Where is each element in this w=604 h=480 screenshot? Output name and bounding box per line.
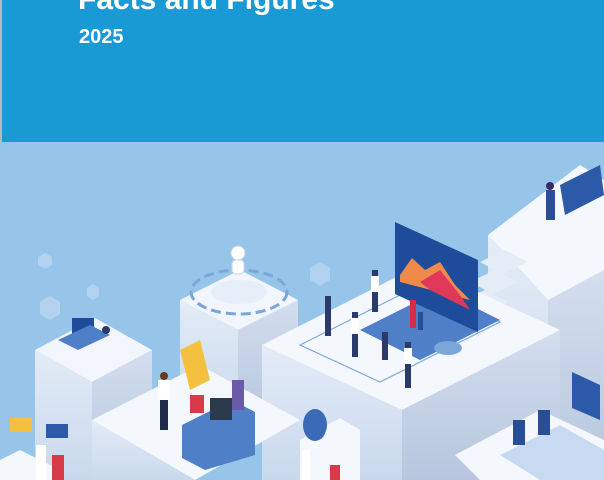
- cover-title: Facts and Figures: [78, 0, 335, 17]
- block-dashboard-platform: [262, 222, 560, 480]
- cover-year: 2025: [79, 26, 124, 48]
- block-meeting: [300, 409, 360, 480]
- block-left-bottom: [0, 418, 68, 480]
- block-right-bottom: [455, 372, 604, 480]
- block-office-desk: [92, 340, 300, 480]
- cover-illustration: [0, 142, 604, 480]
- cover-header: Facts and Figures 2025: [0, 0, 604, 142]
